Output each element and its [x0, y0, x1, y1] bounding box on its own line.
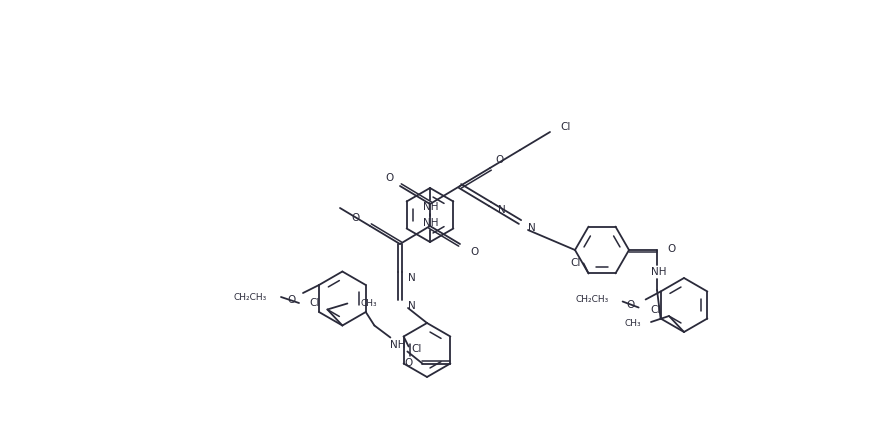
Text: O: O [626, 300, 635, 310]
Text: CH₃: CH₃ [360, 299, 377, 308]
Text: Cl: Cl [411, 344, 422, 354]
Text: O: O [667, 244, 675, 254]
Text: Cl: Cl [560, 122, 570, 132]
Text: N: N [498, 205, 506, 215]
Text: Cl: Cl [570, 259, 581, 269]
Text: Cl: Cl [310, 299, 319, 309]
Text: NH: NH [389, 341, 405, 351]
Text: N: N [528, 223, 536, 233]
Text: O: O [386, 173, 394, 183]
Text: O: O [287, 295, 296, 305]
Text: Cl: Cl [651, 305, 661, 315]
Text: NH: NH [424, 202, 438, 212]
Text: CH₂CH₃: CH₂CH₃ [575, 295, 609, 304]
Text: O: O [496, 155, 504, 165]
Text: NH: NH [424, 218, 438, 228]
Text: O: O [470, 247, 478, 257]
Text: NH: NH [652, 267, 667, 277]
Text: N: N [408, 273, 416, 283]
Text: O: O [404, 358, 412, 368]
Text: O: O [352, 213, 360, 223]
Text: CH₂CH₃: CH₂CH₃ [234, 293, 267, 302]
Text: CH₃: CH₃ [624, 320, 641, 328]
Text: N: N [408, 301, 416, 311]
